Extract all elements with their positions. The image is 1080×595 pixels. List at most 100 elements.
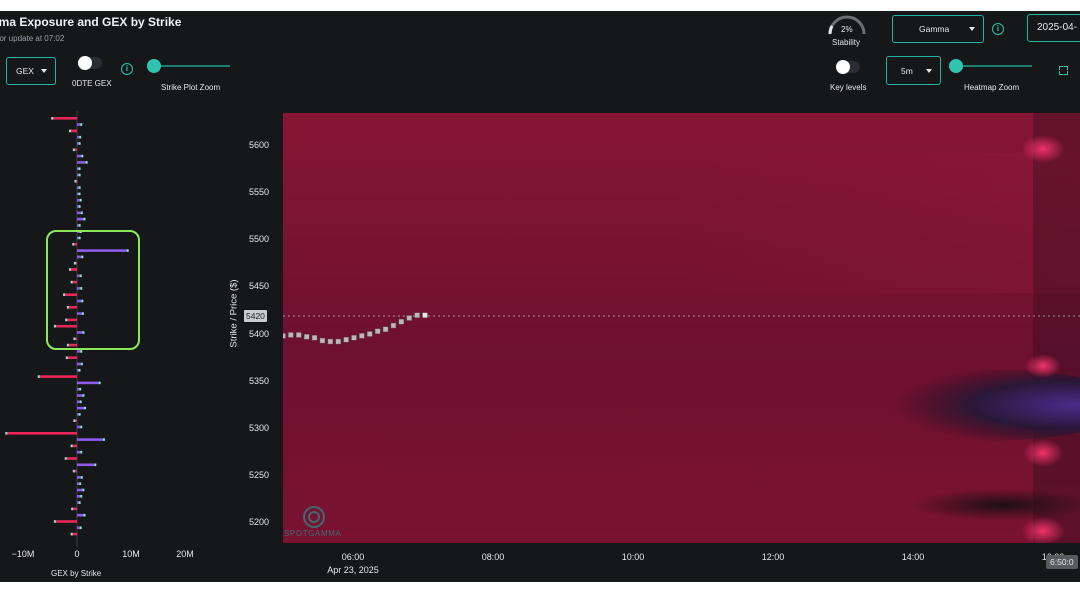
odte-gex-label: 0DTE GEX <box>72 79 112 88</box>
gex-bar <box>77 513 84 517</box>
gamma-heatmap[interactable] <box>283 113 1080 543</box>
gex-bar <box>75 180 78 183</box>
strike-zoom-label: Strike Plot Zoom <box>161 83 221 92</box>
gex-bar <box>77 526 80 530</box>
gex-x-axis-label: GEX by Strike <box>51 569 102 578</box>
gex-bar-cap <box>63 293 66 296</box>
heatmap-dark-zone <box>913 489 1080 521</box>
gex-bar <box>77 369 79 372</box>
gex-bar <box>77 450 81 454</box>
gex-bar <box>72 280 77 284</box>
gex-bar-cap <box>79 198 82 202</box>
price-candle <box>335 338 341 345</box>
slider-track <box>148 65 230 67</box>
gex-bar-cap <box>81 255 84 259</box>
gex-bar <box>77 287 81 290</box>
heatmap-y-tick: 5200 <box>249 517 270 527</box>
gex-bar-cap <box>78 173 81 177</box>
stability-gauge <box>828 15 866 35</box>
gex-bar-cap <box>64 457 67 460</box>
highlight-box <box>46 230 140 350</box>
chevron-down-icon <box>926 68 932 73</box>
gex-bar-cap <box>78 413 81 416</box>
interval-select[interactable]: 5m <box>886 56 941 85</box>
gex-bar <box>77 198 80 202</box>
price-candle <box>359 333 365 339</box>
gex-bar-cap <box>78 205 81 208</box>
gex-bar <box>77 154 82 158</box>
gex-bar <box>77 142 79 145</box>
info-icon[interactable]: i <box>992 23 1004 35</box>
spotgamma-logo: SPOTGAMMA <box>284 505 364 539</box>
gex-bar <box>74 148 77 152</box>
gex-bar <box>77 406 85 410</box>
info-icon[interactable]: i <box>121 63 133 75</box>
strike-zoom-slider[interactable] <box>147 59 230 73</box>
gex-bar <box>77 161 86 164</box>
price-candle <box>303 334 310 340</box>
gex-bar <box>72 532 77 536</box>
gex-bar-cap <box>78 142 81 145</box>
gex-bar-cap <box>73 419 76 422</box>
gex-bar <box>74 469 77 473</box>
heatmap-x-tick: 08:00 <box>481 552 505 562</box>
brand-name: SPOTGAMMA <box>284 529 342 538</box>
gex-select[interactable]: GEX <box>6 57 56 85</box>
heatmap-y-tick: 5500 <box>249 234 270 245</box>
gex-bar <box>66 457 77 460</box>
gex-bar <box>64 293 77 296</box>
gex-bar <box>52 117 77 120</box>
gex-bar-cap <box>78 369 81 372</box>
heatmap-x-tick: 06:00 <box>341 552 365 562</box>
slider-thumb[interactable] <box>147 59 161 73</box>
gex-bar <box>77 274 80 278</box>
gamma-select[interactable]: Gamma <box>892 15 984 43</box>
gex-bar-cap <box>78 236 81 240</box>
price-candle <box>406 315 412 321</box>
gex-bar-cap <box>84 406 87 410</box>
price-candle <box>327 338 334 345</box>
gex-bar <box>55 520 77 523</box>
heatmap-x-tick: 10:00 <box>621 552 645 562</box>
interval-select-label: 5m <box>901 65 913 76</box>
gex-bar <box>77 438 103 441</box>
slider-thumb[interactable] <box>949 59 963 73</box>
gex-bar-cap <box>37 375 40 378</box>
key-levels-toggle[interactable] <box>836 60 860 74</box>
price-candle <box>351 335 357 341</box>
gex-x-tick: 0 <box>74 549 80 559</box>
heatmap-edge <box>1033 113 1080 543</box>
gex-bar-cap <box>80 287 83 290</box>
gex-bar-cap <box>79 387 82 391</box>
gex-bar <box>77 362 81 366</box>
gex-bar-cap <box>78 167 81 170</box>
date-picker[interactable]: 2025-04- <box>1027 14 1080 42</box>
gex-bar <box>77 413 79 416</box>
heatmap-hot-zone <box>1021 135 1065 163</box>
expand-icon[interactable] <box>1059 66 1068 75</box>
heatmap-y-tick: 5550 <box>249 187 270 198</box>
update-status: ed for update at 07:02 <box>0 34 65 43</box>
gex-bar <box>77 381 99 385</box>
gex-select-label: GEX <box>16 66 34 76</box>
heatmap-y-tick: 5400 <box>249 328 270 339</box>
odte-gex-toggle[interactable] <box>78 56 102 70</box>
gex-bar-cap <box>5 432 8 435</box>
gex-x-tick: 20M <box>176 549 194 559</box>
gex-bar-cap <box>78 224 81 227</box>
gex-bar-cap <box>80 123 83 126</box>
gex-bar-cap <box>94 463 97 467</box>
gamma-select-label: Gamma <box>919 24 950 34</box>
gex-bar <box>77 425 81 429</box>
heatmap-x-subtick: Apr 23, 2025 <box>327 565 379 575</box>
gex-bar <box>68 343 77 347</box>
gex-bar-cap <box>53 520 56 523</box>
gex-bar-cap <box>80 350 83 353</box>
gex-bar-cap <box>83 217 86 221</box>
gex-bar <box>77 488 83 492</box>
gex-bar <box>77 186 79 189</box>
gex-bar <box>77 217 84 221</box>
heatmap-zoom-slider[interactable] <box>949 59 1032 73</box>
heatmap-band <box>683 153 1080 293</box>
spotgamma-icon <box>303 506 325 528</box>
